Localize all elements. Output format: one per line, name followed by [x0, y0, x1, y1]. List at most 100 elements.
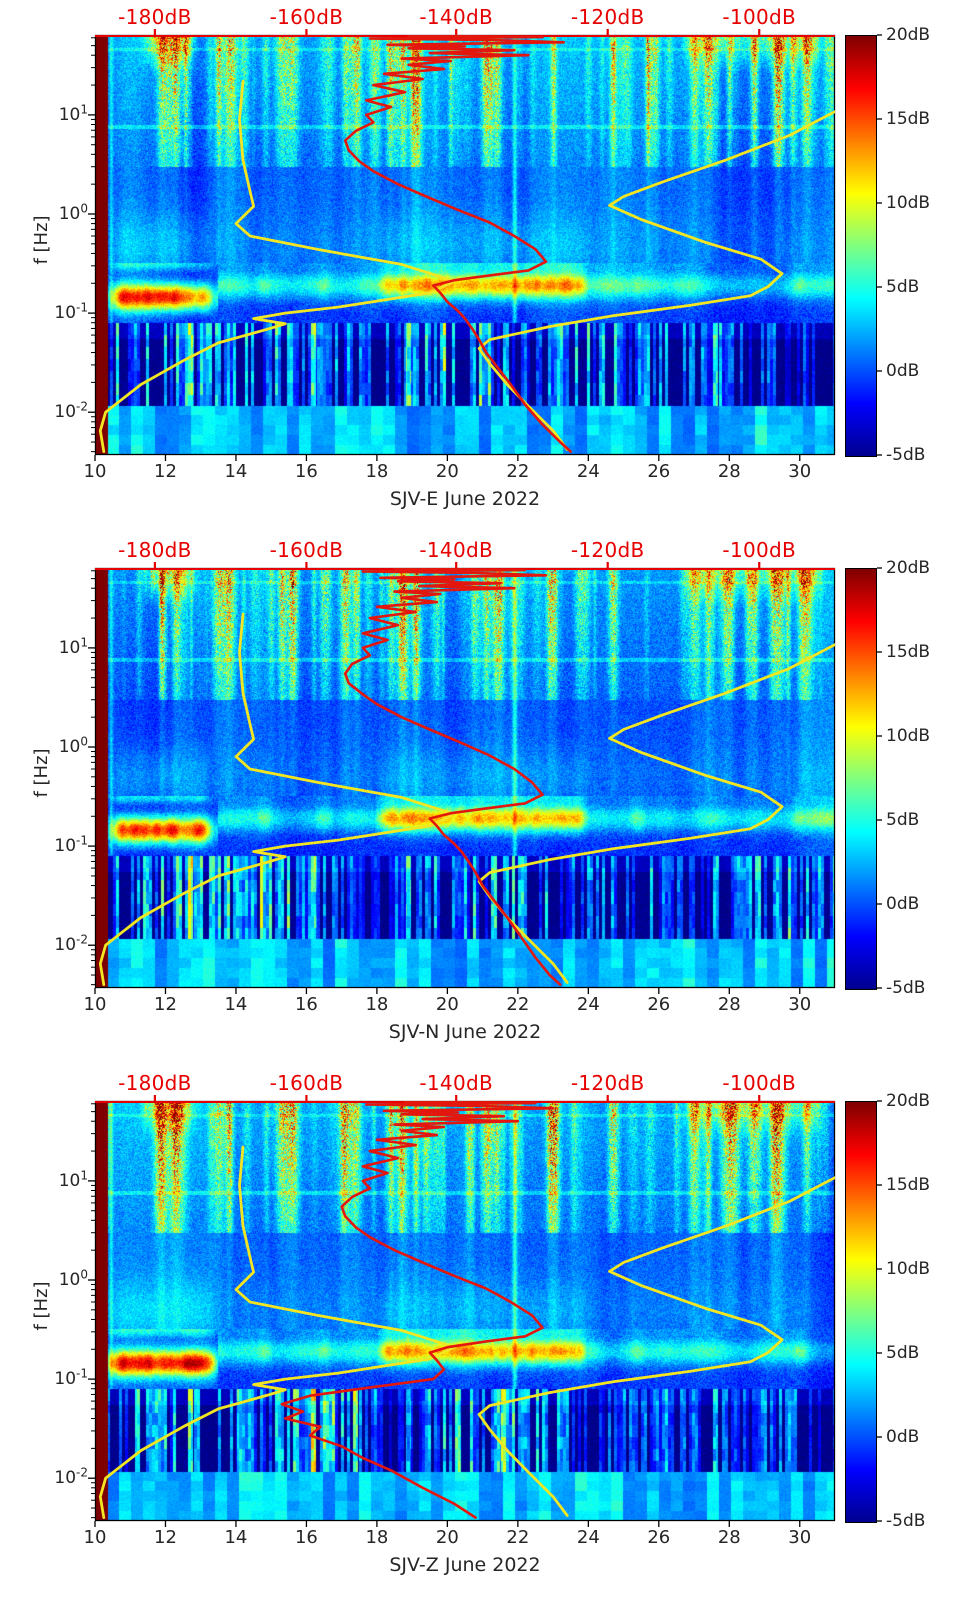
y-tick-exponent: 0 [80, 201, 88, 216]
colorbar-tick-label: 10dB [886, 726, 931, 746]
x-tick-label: 26 [647, 994, 671, 1015]
colorbar [845, 35, 877, 457]
top-axis-label: -140dB [419, 1071, 493, 1095]
x-axis-label: SJV-Z June 2022 [389, 1554, 541, 1576]
top-axis-label: -180dB [118, 1071, 192, 1095]
colorbar-tick-label: 15dB [886, 1175, 931, 1195]
x-tick-label: 28 [717, 1527, 741, 1548]
x-tick-label: 28 [717, 461, 741, 482]
x-tick-label: 16 [294, 1527, 318, 1548]
colorbar-tick-label: 5dB [886, 1343, 920, 1363]
x-tick-label: 16 [294, 994, 318, 1015]
colorbar-tick-label: 20dB [886, 1091, 931, 1111]
top-axis-label: -100dB [722, 5, 797, 29]
x-tick-label: 22 [506, 1527, 530, 1548]
y-tick-base: 10 [58, 1269, 81, 1290]
y-tick-base: 10 [58, 736, 81, 757]
x-tick-label: 30 [788, 994, 812, 1015]
x-tick-label: 26 [647, 461, 671, 482]
spectrogram-panel-3: -180dB -160dB -140dB -120dB -100dB 10 12 14 16 18… [0, 1066, 962, 1599]
x-tick-label: 24 [576, 994, 600, 1015]
colorbar-tick-label: 0dB [886, 361, 920, 381]
y-tick-label: 100 [28, 1267, 88, 1291]
x-tick-label: 14 [224, 461, 248, 482]
y-axis-label: f [Hz] [31, 215, 52, 265]
x-tick-label: 12 [154, 1527, 177, 1548]
y-tick-base: 10 [58, 104, 81, 125]
y-tick-exponent: -1 [76, 300, 88, 315]
x-axis-label: SJV-N June 2022 [388, 1021, 542, 1043]
top-axis-label: -160dB [269, 1071, 344, 1095]
colorbar-tick-label: 0dB [886, 894, 920, 914]
y-tick-exponent: 0 [80, 1267, 88, 1282]
y-tick-base: 10 [54, 1468, 77, 1489]
colorbar-tick-label: 0dB [886, 1427, 920, 1447]
colorbar-tick-label: 20dB [886, 558, 931, 578]
top-axis-label: -140dB [419, 5, 493, 29]
y-tick-label: 10-2 [28, 934, 88, 956]
y-axis-label: f [Hz] [31, 748, 52, 798]
spectrogram-canvas [95, 1101, 835, 1521]
colorbar-tick-label: -5dB [886, 1511, 926, 1531]
y-tick-label: 101 [28, 102, 88, 126]
x-tick-label: 10 [83, 994, 107, 1015]
y-tick-label: 10-1 [28, 833, 88, 857]
y-tick-exponent: 1 [80, 1168, 88, 1183]
y-axis-label: f [Hz] [31, 1281, 52, 1331]
top-axis-label: -180dB [118, 5, 192, 29]
y-tick-base: 10 [54, 935, 77, 956]
y-tick-base: 10 [54, 1369, 77, 1390]
spectrogram-canvas [95, 568, 835, 988]
y-tick-label: 10-1 [28, 1366, 88, 1390]
x-tick-label: 26 [647, 1527, 671, 1548]
x-tick-label: 20 [435, 461, 459, 482]
y-tick-base: 10 [58, 1170, 81, 1191]
spectrogram-panel-2: -180dB -160dB -140dB -120dB -100dB 10 12 14 16 18… [0, 533, 962, 1066]
x-tick-label: 18 [365, 461, 389, 482]
y-tick-exponent: 1 [80, 102, 88, 117]
y-tick-exponent: -1 [76, 1366, 88, 1381]
y-tick-base: 10 [58, 637, 81, 658]
colorbar-tick-label: -5dB [886, 445, 926, 465]
y-tick-label: 100 [28, 201, 88, 225]
spectrogram-panel-1: -180dB -160dB -140dB -120dB -100dB 10 12 14 16 18… [0, 0, 962, 533]
y-tick-label: 10-1 [28, 300, 88, 324]
top-axis-label: -100dB [722, 538, 797, 562]
y-tick-label: 101 [28, 635, 88, 659]
x-tick-label: 24 [576, 461, 600, 482]
colorbar-tick-label: 10dB [886, 1259, 931, 1279]
y-tick-exponent: -2 [76, 1465, 88, 1480]
colorbar-tick-label: 5dB [886, 810, 920, 830]
top-axis-label: -100dB [722, 1071, 797, 1095]
colorbar-tick-label: 10dB [886, 193, 931, 213]
top-axis-label: -140dB [419, 538, 493, 562]
x-tick-label: 12 [154, 994, 177, 1015]
y-tick-base: 10 [54, 303, 77, 324]
top-axis-label: -160dB [269, 538, 344, 562]
colorbar-tick-label: 15dB [886, 642, 931, 662]
y-tick-base: 10 [54, 836, 77, 857]
x-tick-label: 22 [506, 461, 530, 482]
y-tick-label: 101 [28, 1168, 88, 1192]
x-tick-label: 16 [294, 461, 318, 482]
colorbar-tick-label: -5dB [886, 978, 926, 998]
y-tick-exponent: -2 [76, 399, 88, 414]
colorbar [845, 1101, 877, 1523]
x-tick-label: 20 [435, 994, 459, 1015]
x-tick-label: 14 [224, 1527, 248, 1548]
x-tick-label: 18 [365, 1527, 389, 1548]
y-tick-label: 10-2 [28, 401, 88, 423]
x-tick-label: 10 [83, 461, 107, 482]
y-tick-exponent: 1 [80, 635, 88, 650]
y-tick-base: 10 [54, 402, 77, 423]
top-axis-label: -180dB [118, 538, 192, 562]
y-tick-exponent: 0 [80, 734, 88, 749]
x-tick-label: 18 [365, 994, 389, 1015]
colorbar-tick-label: 20dB [886, 25, 931, 45]
y-tick-label: 100 [28, 734, 88, 758]
x-tick-label: 30 [788, 461, 812, 482]
x-tick-label: 14 [224, 994, 248, 1015]
x-tick-label: 24 [576, 1527, 600, 1548]
y-tick-exponent: -1 [76, 833, 88, 848]
x-tick-label: 20 [435, 1527, 459, 1548]
